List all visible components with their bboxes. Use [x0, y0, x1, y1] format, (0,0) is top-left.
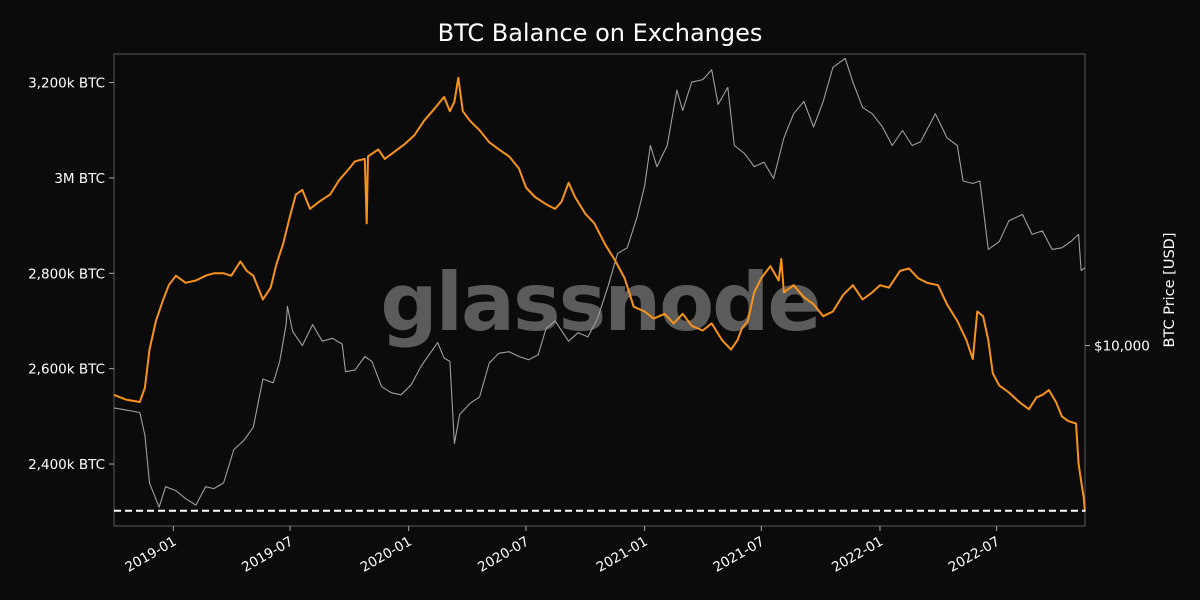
series-layer: [113, 57, 1086, 512]
x-axis: 2019-01 2019-07 2020-01 2020-07 2021-01 2021-…: [122, 526, 1003, 576]
y-left-tick-label: 2,400k BTC: [28, 457, 105, 473]
y-axis-left: 2,400k BTC 2,600k BTC 2,800k BTC 3M BTC 3,20…: [28, 76, 114, 473]
plot-frame: [113, 53, 1086, 527]
y-left-tick-label: 2,600k BTC: [28, 362, 105, 378]
y-right-tick-label: $10,000: [1094, 339, 1150, 355]
y-axis-right: $10,000: [1085, 339, 1150, 355]
x-tick-label: 2019-01: [122, 534, 179, 576]
chart-title: BTC Balance on Exchanges: [438, 19, 763, 47]
x-tick-label: 2020-07: [475, 534, 532, 576]
x-tick-label: 2021-01: [594, 534, 651, 576]
y-axis-right-label: BTC Price [USD]: [1162, 233, 1178, 348]
x-tick-label: 2021-07: [710, 534, 767, 576]
balance-series-line: [113, 76, 1086, 512]
x-tick-label: 2022-07: [946, 534, 1003, 576]
y-left-tick-label: 2,800k BTC: [28, 266, 105, 282]
y-left-tick-label: 3M BTC: [54, 171, 105, 187]
x-tick-label: 2019-07: [239, 534, 296, 576]
x-tick-label: 2020-01: [358, 534, 415, 576]
price-series-line: [113, 57, 1086, 508]
watermark: glassnode: [380, 256, 819, 349]
y-left-tick-label: 3,200k BTC: [28, 76, 105, 92]
x-tick-label: 2022-01: [829, 534, 886, 576]
